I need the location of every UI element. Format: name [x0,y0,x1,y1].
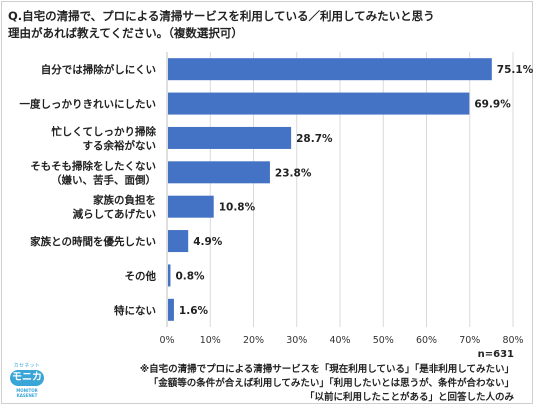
bar-value-label: 28.7% [296,133,333,145]
bar [168,58,492,81]
note-line-2: 「金額等の条件が合えば利用してみたい」「利用したいとは思うが、条件が合わない」 [148,378,514,389]
category-label: 自分では掃除がしにくい [41,63,156,76]
x-tick-label: 10% [200,335,221,346]
x-tick-label: 40% [329,335,350,346]
bar-value-label: 4.9% [193,236,223,248]
category-label: （嫌い、苦手、面倒） [51,173,156,186]
category-label: 忙しくてしっかり掃除 [50,125,156,138]
x-tick-label: 70% [459,335,480,346]
x-tick-label: 30% [286,335,307,346]
monika-logo: カセネット モニカ MONITOR KASENET [6,362,48,398]
x-tick-label: 0% [159,335,174,346]
bar [168,264,171,287]
category-label: 一度しっかりきれいにしたい [20,98,157,111]
x-tick-label: 50% [373,335,394,346]
bar [168,161,270,184]
bar-value-label: 23.8% [275,167,312,179]
bar [168,195,214,218]
bar-value-label: 1.6% [179,305,209,317]
bar [168,126,292,149]
question-line-1: Q.自宅の清掃で、プロによる清掃サービスを利用している／利用してみたいと思う [8,9,435,23]
category-label: 家族との時間を優先したい [30,235,156,248]
bar [168,92,470,115]
category-label: 家族の負担を [93,194,156,207]
category-label: 特にない [114,304,156,317]
category-label: そもそも掃除をしたくない [30,159,156,172]
bar [168,230,189,253]
bar-value-label: 10.8% [219,202,256,214]
bar-value-label: 75.1% [497,64,534,76]
category-label: 減らしてあげたい [73,208,156,221]
category-label: する余裕がない [83,139,157,152]
question-line-2: 理由があれば教えてください。（複数選択可） [8,26,243,40]
sample-size-label: n=631 [477,349,514,360]
bar-value-label: 0.8% [175,270,205,282]
category-label: その他 [125,269,157,282]
x-tick-label: 20% [243,335,264,346]
bar [168,298,174,321]
bar-value-label: 69.9% [474,99,511,111]
x-tick-label: 60% [416,335,437,346]
note-line-1: ※自宅の清掃でプロによる清掃サービスを「現在利用している」「是非利用してみたい」 [139,364,514,375]
note-line-3: 「以前に利用したことがある」と回答した人のみ [304,392,514,403]
x-tick-label: 80% [502,335,523,346]
logo-main-text: モニカ [10,370,44,386]
logo-top-text: カセネット [13,363,41,369]
logo-bottom-text: MONITOR KASENET [16,388,38,398]
question-title: Q.自宅の清掃で、プロによる清掃サービスを利用している／利用してみたいと思う 理… [8,8,528,42]
